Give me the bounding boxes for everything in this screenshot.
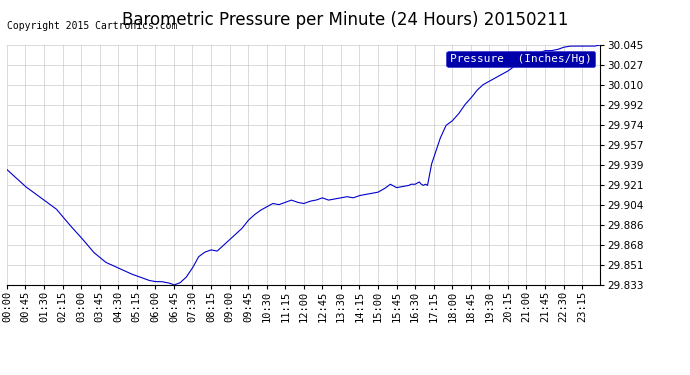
Legend: Pressure  (Inches/Hg): Pressure (Inches/Hg) bbox=[446, 51, 595, 67]
Text: Copyright 2015 Cartronics.com: Copyright 2015 Cartronics.com bbox=[7, 21, 177, 31]
Text: Barometric Pressure per Minute (24 Hours) 20150211: Barometric Pressure per Minute (24 Hours… bbox=[122, 11, 568, 29]
